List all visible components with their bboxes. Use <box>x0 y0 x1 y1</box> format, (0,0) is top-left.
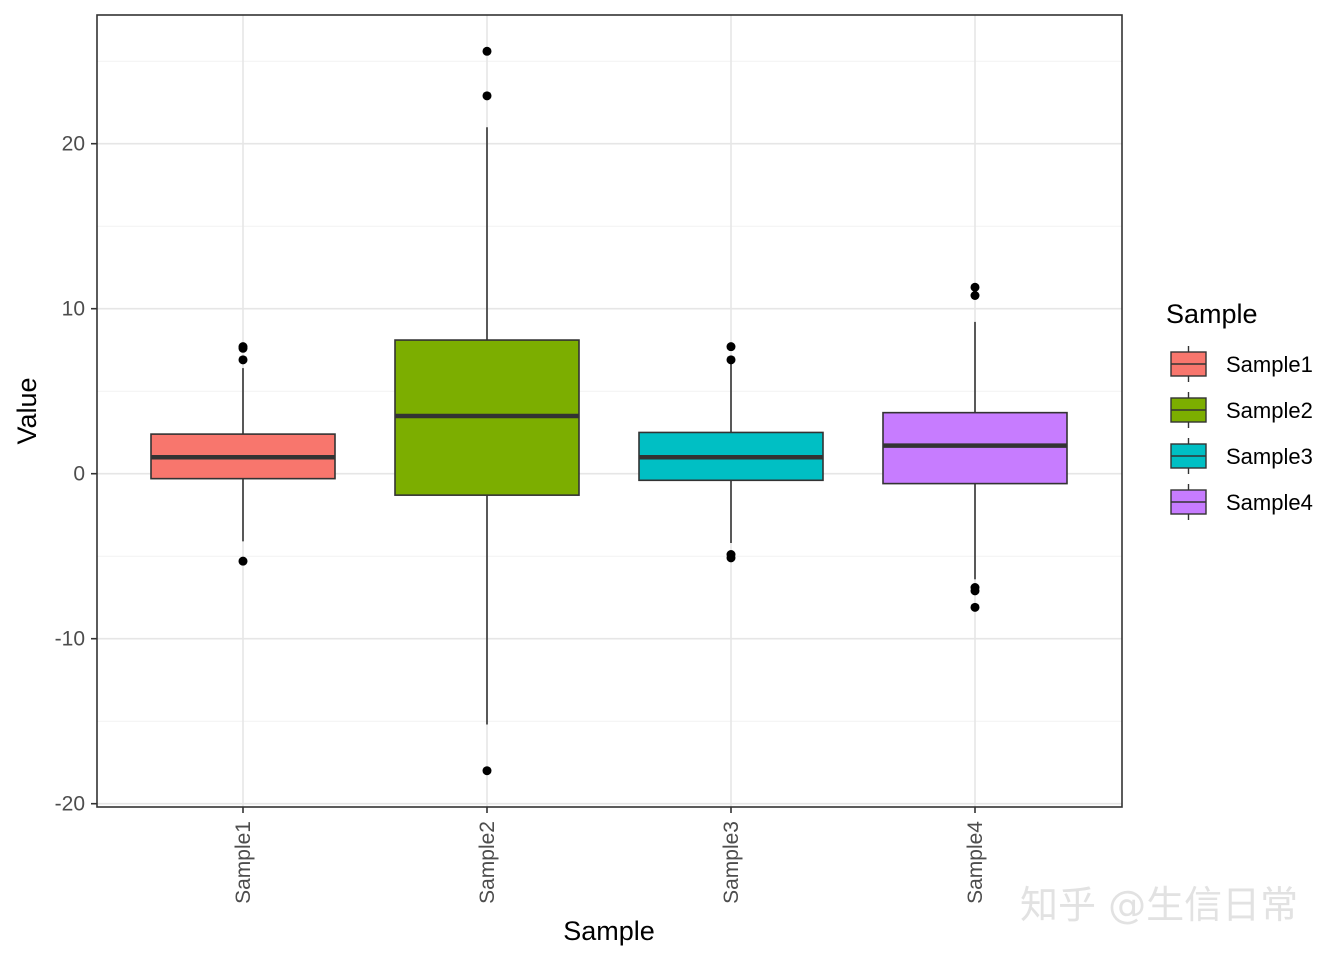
box-body <box>882 411 1068 485</box>
legend-item-sample4: Sample4 <box>1170 484 1313 520</box>
legend-title: Sample <box>1166 299 1258 329</box>
y-axis-title: Value <box>12 377 42 444</box>
box-sample1 <box>150 342 336 566</box>
y-tick-label: 20 <box>62 133 85 156</box>
y-tick-label: 10 <box>62 298 85 321</box>
x-axis-title: Sample <box>563 916 655 946</box>
legend-label: Sample3 <box>1226 444 1313 469</box>
legend-item-sample1: Sample1 <box>1170 346 1313 382</box>
box-sample2 <box>394 46 580 776</box>
legend-label: Sample2 <box>1226 398 1313 423</box>
outlier-point <box>726 342 736 352</box>
axis-layer: -20 -10 0 10 20 Sample1 Sample2 Sample3 Sample4 <box>55 133 987 904</box>
y-tick-label: 0 <box>73 463 85 486</box>
box-sample4 <box>882 282 1068 612</box>
outlier-point <box>482 766 492 776</box>
outlier-point <box>970 602 980 612</box>
legend-label: Sample4 <box>1226 490 1313 515</box>
y-tick-label: -20 <box>55 793 85 816</box>
x-tick-label: Sample2 <box>476 821 499 904</box>
watermark: 知乎 @生信日常 <box>1020 883 1298 927</box>
outlier-point <box>238 556 248 566</box>
box-layer <box>150 46 1068 776</box>
outlier-point <box>238 342 248 352</box>
legend-item-sample3: Sample3 <box>1170 438 1313 474</box>
x-tick-label: Sample1 <box>232 821 255 904</box>
box-sample3 <box>638 342 824 563</box>
outlier-point <box>726 550 736 560</box>
outlier-point <box>726 355 736 365</box>
plot-border <box>96 14 1123 808</box>
legend-item-sample2: Sample2 <box>1170 392 1313 428</box>
outlier-point <box>970 291 980 300</box>
outlier-point <box>482 46 492 56</box>
x-tick-label: Sample3 <box>720 821 743 904</box>
y-tick-label: -10 <box>55 628 85 651</box>
legend: Sample Sample1 Sample2 Sample3 Sample4 <box>1166 299 1313 520</box>
legend-label: Sample1 <box>1226 352 1313 377</box>
outlier-point <box>970 583 980 593</box>
outlier-point <box>970 282 980 292</box>
plot-panel <box>97 15 1122 807</box>
outlier-point <box>238 355 248 365</box>
x-tick-label: Sample4 <box>964 821 987 904</box>
outlier-point <box>482 91 492 101</box>
